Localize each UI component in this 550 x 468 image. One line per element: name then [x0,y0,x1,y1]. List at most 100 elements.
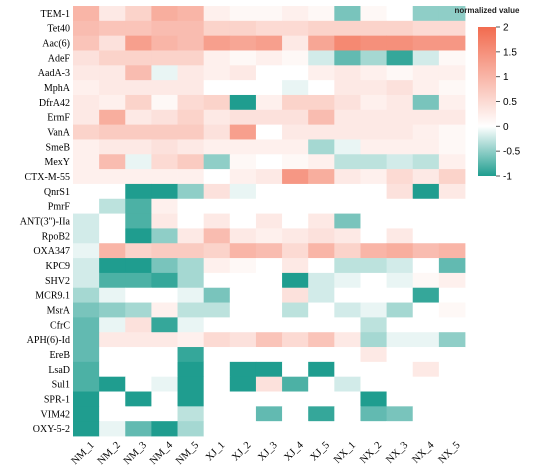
row-label: AdeF [48,53,71,64]
heatmap-cell [412,243,440,259]
heatmap-cell [73,109,100,126]
heatmap-cell [438,243,466,259]
heatmap-cell [308,35,335,51]
heatmap-cell [73,20,100,37]
heatmap-cell [255,361,283,378]
heatmap-cell [125,243,152,259]
heatmap-cell [360,198,387,214]
heatmap-cell [255,109,283,126]
heatmap-cell [229,50,257,66]
heatmap-cell [151,154,178,170]
heatmap-cell [151,258,178,274]
heatmap-cell [125,6,152,22]
heatmap-cell [203,198,231,214]
heatmap-cell [151,94,178,111]
heatmap-cell [203,154,231,170]
heatmap-cell [308,50,335,66]
heatmap-cell [151,109,178,126]
heatmap-cell [125,228,152,244]
heatmap-cell [334,20,361,37]
heatmap-cell [229,183,257,200]
heatmap-cell [386,421,414,437]
heatmap-cell [282,198,309,214]
heatmap-cell [386,228,414,244]
heatmap-cell [334,109,361,126]
heatmap-cell [438,272,466,289]
heatmap-cell [125,198,152,214]
heatmap-cell [125,332,152,348]
heatmap-cell [334,361,361,378]
column-label: NM_4 [148,439,176,467]
heatmap-cell [282,20,309,37]
heatmap-cell [177,183,205,200]
heatmap-cell [438,109,466,126]
heatmap-cell [203,94,231,111]
row-label: SmeB [46,142,71,153]
heatmap-cell [255,213,283,229]
heatmap-cell [151,406,178,422]
heatmap-cell [99,109,126,126]
heatmap-cell [151,272,178,289]
legend-ticks: 2 1.5 1 0.5 0 -0.5 -1 [496,23,521,183]
heatmap-cell [412,183,440,200]
heatmap-cell [73,421,100,437]
heatmap-cell [229,421,257,437]
heatmap-cell [229,228,257,244]
heatmap-cell [229,65,257,81]
heatmap-cell [282,317,309,333]
heatmap-cell [229,287,257,303]
heatmap-cell [203,317,231,333]
row-label: Tet40 [47,24,70,35]
heatmap-cell [177,6,205,22]
heatmap-cell [99,154,126,170]
heatmap-cell [282,332,309,348]
heatmap-cell [282,139,309,155]
heatmap-cell [203,421,231,437]
heatmap-cell [125,406,152,422]
heatmap-cell [203,213,231,229]
heatmap-cell [308,198,335,214]
heatmap-cell [282,347,309,363]
heatmap-cell [386,243,414,259]
heatmap-cell [99,287,126,303]
heatmap-cell [229,317,257,333]
heatmap-cell [334,65,361,81]
heatmap-cell [438,317,466,333]
heatmap-cell [99,169,126,185]
heatmap-cell [412,258,440,274]
heatmap-cell [438,154,466,170]
heatmap-cell [177,109,205,126]
heatmap-cell [386,258,414,274]
row-label: Aac(6) [42,39,70,50]
heatmap-cell [125,50,152,66]
heatmap-cell [73,169,100,185]
heatmap-cell [255,302,283,318]
heatmap-cell [99,332,126,348]
row-label: SHV2 [45,276,70,287]
heatmap-cell [151,228,178,244]
heatmap-cell [125,317,152,333]
row-labels: TEM-1 Tet40 Aac(6) AdeF AadA-3 MphA DfrA42 ErmF… [20,9,71,435]
heatmap-cell [125,109,152,126]
heatmap-cell [177,287,205,303]
column-label: NM_1 [70,440,97,467]
heatmap-cell [438,65,466,81]
heatmap-cell [360,50,387,66]
heatmap-cell [255,391,283,407]
heatmap-cell [412,65,440,81]
heatmap-cell [125,139,152,155]
heatmap-cell [229,258,257,274]
heatmap-cell [360,347,387,363]
heatmap-cell [73,94,100,111]
column-label: NX_1 [332,440,358,466]
row-label: EreB [49,350,70,361]
heatmap-cell [177,421,205,437]
heatmap-cell [412,169,440,185]
heatmap-cell [177,169,205,185]
heatmap-cell [412,332,440,348]
heatmap-cell [151,169,178,185]
heatmap-cell [386,20,414,37]
heatmap-cell [151,50,178,66]
heatmap-cell [360,20,387,37]
heatmap-cell [282,124,309,140]
